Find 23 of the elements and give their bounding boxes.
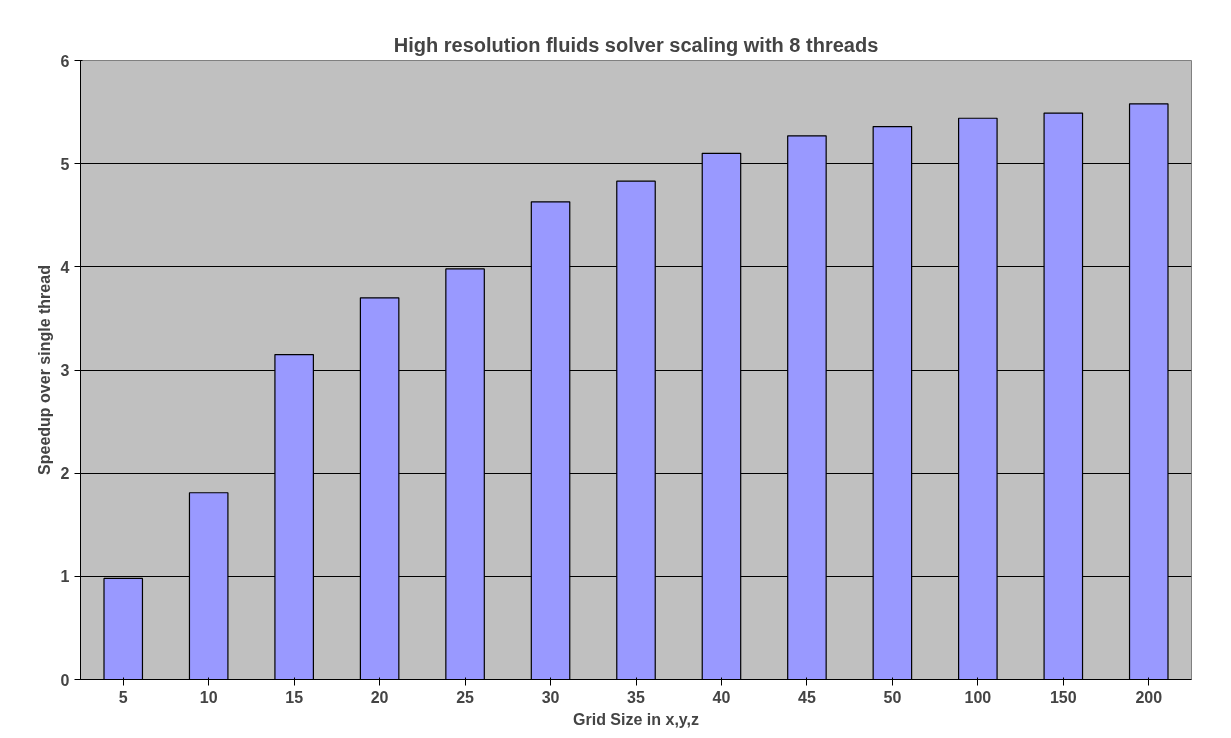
x-tick-label: 35 [627,688,645,706]
x-tick-label: 100 [964,688,992,706]
x-tick-label: 40 [712,688,731,706]
x-tick-label: 15 [285,688,304,706]
y-tick-label: 2 [60,465,70,483]
chart-title: High resolution fluids solver scaling with 8 threads [393,33,879,56]
x-tick-label: 20 [370,688,389,706]
y-tick-label: 0 [60,671,70,689]
x-tick-label: 10 [199,688,218,706]
x-tick-label: 30 [541,688,560,706]
y-tick-label: 1 [60,568,70,586]
y-tick-label: 3 [60,362,70,379]
x-tick-label: 150 [1049,688,1077,706]
y-tick-label: 5 [60,155,70,173]
y-tick-label: 4 [60,258,70,276]
y-tick-label: 6 [60,52,70,70]
x-tick-label: 50 [883,688,902,706]
y-axis-title: Speedup over single thread [35,265,53,475]
x-tick-label: 200 [1135,688,1163,706]
x-tick-label: 5 [118,688,128,706]
x-axis-title: Grid Size in x,y,z [573,710,699,728]
x-tick-label: 25 [456,688,475,706]
x-tick-label: 45 [798,688,816,706]
